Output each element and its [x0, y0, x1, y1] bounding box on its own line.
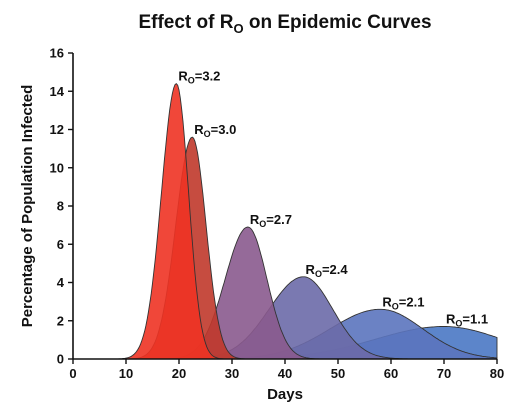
y-tick-label: 4: [57, 275, 65, 290]
curve-label-value: =2.4: [322, 262, 348, 277]
y-tick-label: 6: [57, 237, 64, 252]
curve-label: RO=2.4: [306, 262, 349, 279]
curve-label: RO=2.1: [382, 294, 424, 311]
curve-label-main: R: [250, 212, 260, 227]
curve-label-subscript: O: [204, 129, 211, 139]
curve-label-value: =3.0: [211, 122, 237, 137]
y-tick-group: 0 2 4 6 8 10 12 14 16: [50, 46, 73, 367]
x-tick-label: 0: [69, 366, 76, 381]
curve-label: RO=2.7: [250, 212, 292, 229]
x-tick-group: 0 10 20 30 40 50 60 70 80: [69, 359, 504, 381]
x-tick-label: 20: [172, 366, 186, 381]
curve-label-subscript: O: [188, 76, 195, 86]
curve-label-subscript: O: [392, 301, 399, 311]
y-tick-label: 8: [57, 199, 64, 214]
chart-title-suffix: on Epidemic Curves: [244, 12, 432, 33]
x-tick-label: 10: [119, 366, 133, 381]
y-tick-label: 2: [57, 313, 64, 328]
y-tick-label: 14: [50, 84, 65, 99]
x-axis-label: Days: [267, 386, 303, 403]
curve-label-main: R: [446, 311, 456, 326]
curve-label-value: =1.1: [462, 311, 488, 326]
y-tick-label: 10: [50, 160, 64, 175]
curve-label-subscript: O: [315, 269, 322, 279]
curve-label: RO=1.1: [446, 311, 488, 328]
curve-label-main: R: [306, 262, 316, 277]
x-tick-label: 70: [437, 366, 451, 381]
y-axis-label: Percentage of Population Infected: [19, 85, 36, 328]
curve-label: RO=3.0: [194, 122, 236, 139]
chart-title: Effect of RO on Epidemic Curves: [138, 12, 431, 36]
y-tick-label: 12: [50, 122, 64, 137]
y-tick-label: 16: [50, 46, 64, 61]
curve-label-value: =3.2: [195, 69, 221, 84]
y-tick-label: 0: [57, 352, 64, 367]
curve-label: RO=3.2: [178, 69, 220, 86]
x-tick-label: 40: [278, 366, 292, 381]
x-tick-label: 80: [490, 366, 504, 381]
curve-label-subscript: O: [259, 219, 266, 229]
x-tick-label: 50: [331, 366, 345, 381]
x-tick-label: 30: [225, 366, 239, 381]
curve-label-main: R: [178, 69, 188, 84]
curve-label-group: RO=1.1RO=2.1RO=2.4RO=2.7RO=3.0RO=3.2: [178, 69, 488, 329]
curve-label-main: R: [382, 294, 392, 309]
curve-label-main: R: [194, 122, 204, 137]
x-tick-label: 60: [384, 366, 398, 381]
chart-title-subscript: O: [233, 21, 243, 36]
curve-label-value: =2.1: [399, 294, 425, 309]
curve-label-value: =2.7: [266, 212, 292, 227]
chart-title-main: Effect of R: [138, 12, 233, 33]
curve-label-subscript: O: [455, 318, 462, 328]
